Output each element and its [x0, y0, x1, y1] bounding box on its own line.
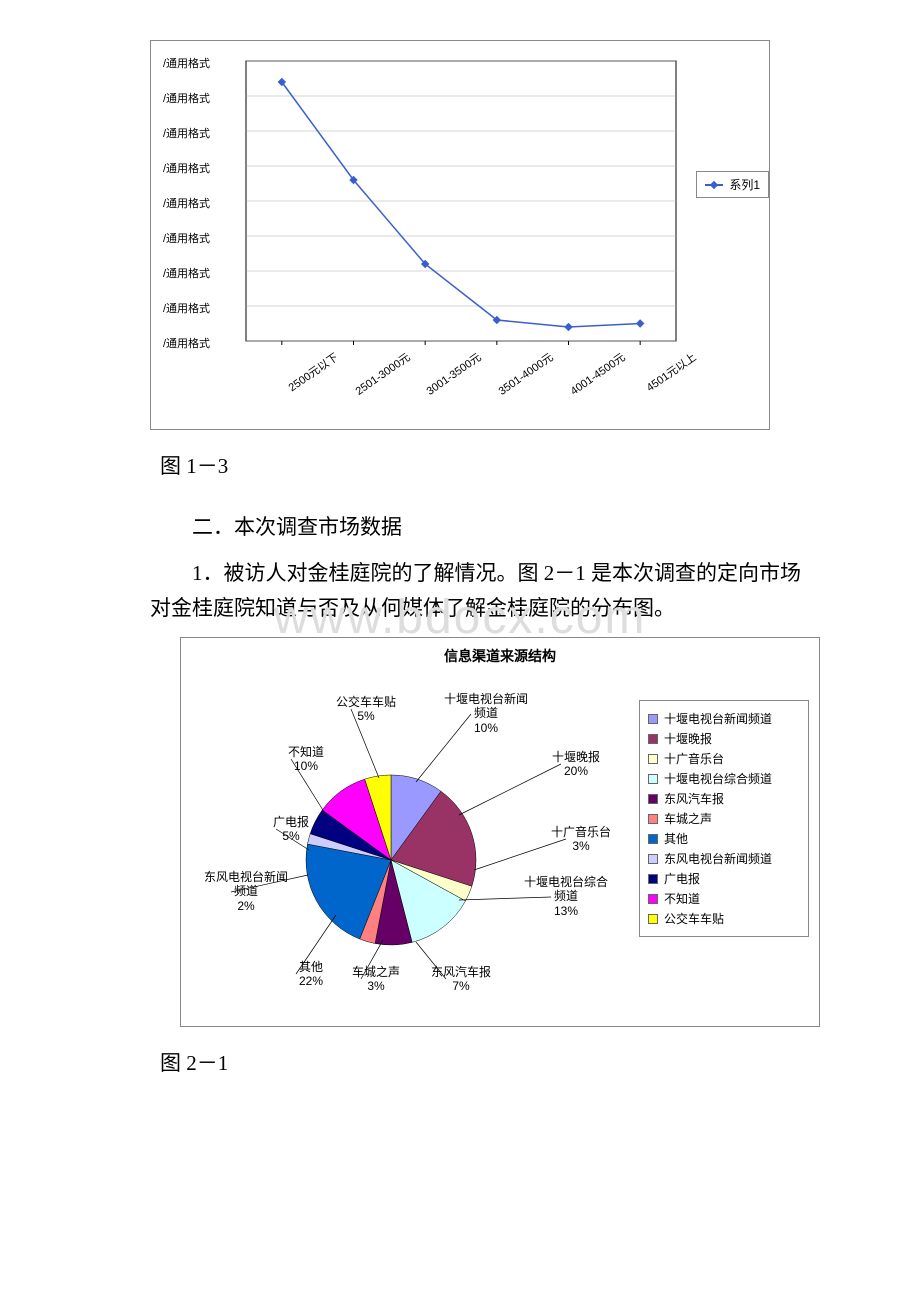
xlabel: 2500元以下 — [258, 349, 341, 414]
legend-item: 十堰晚报 — [648, 730, 800, 747]
line-chart-figure: /通用格式/通用格式/通用格式/通用格式/通用格式/通用格式/通用格式/通用格式… — [150, 40, 770, 430]
legend-item: 十广音乐台 — [648, 750, 800, 767]
legend-item: 十堰电视台综合频道 — [648, 770, 800, 787]
xlabel: 3001-3500元 — [401, 349, 484, 414]
legend-label: 不知道 — [664, 890, 700, 907]
ylabel: /通用格式 — [163, 55, 210, 71]
legend-swatch — [648, 834, 658, 844]
ylabel: /通用格式 — [163, 335, 210, 351]
pie-slice-label: 十广音乐台3% — [526, 825, 636, 854]
ylabel: /通用格式 — [163, 230, 210, 246]
pie-slice-label: 东风电视台新闻频道2% — [191, 870, 301, 913]
pie-slice-label: 十堰晚报20% — [521, 750, 631, 779]
legend-label: 广电报 — [664, 870, 700, 887]
legend-label: 东风电视台新闻频道 — [664, 850, 772, 867]
legend-item: 十堰电视台新闻频道 — [648, 710, 800, 727]
legend-label: 其他 — [664, 830, 688, 847]
xlabel: 4001-4500元 — [545, 349, 628, 414]
legend-line-marker — [705, 184, 723, 186]
legend-item: 车城之声 — [648, 810, 800, 827]
figure-2-1-caption: 图 2－1 — [160, 1047, 810, 1077]
ylabel: /通用格式 — [163, 125, 210, 141]
legend-label: 十堰电视台新闻频道 — [664, 710, 772, 727]
pie-chart-figure: 信息渠道来源结构 公交车车贴5% 十堰电视台新闻频道10% 十堰晚报20% 十广音乐台… — [180, 637, 820, 1027]
paragraph-1: 1．被访人对金桂庭院的了解情况。图 2－1 是本次调查的定向市场对金桂庭院知道与… — [150, 556, 810, 627]
ylabel: /通用格式 — [163, 160, 210, 176]
ylabel: /通用格式 — [163, 300, 210, 316]
ylabel: /通用格式 — [163, 195, 210, 211]
legend-label: 十堰晚报 — [664, 730, 712, 747]
legend-label: 公交车车贴 — [664, 910, 724, 927]
legend-swatch — [648, 774, 658, 784]
pie-slice-label: 广电报5% — [236, 815, 346, 844]
pie-chart-legend: 十堰电视台新闻频道十堰晚报十广音乐台十堰电视台综合频道东风汽车报车城之声其他东风… — [639, 700, 809, 937]
legend-label: 十堰电视台综合频道 — [664, 770, 772, 787]
legend-item: 不知道 — [648, 890, 800, 907]
pie-chart-title: 信息渠道来源结构 — [181, 638, 819, 670]
legend-swatch — [648, 754, 658, 764]
legend-item: 广电报 — [648, 870, 800, 887]
legend-item: 东风电视台新闻频道 — [648, 850, 800, 867]
ylabel: /通用格式 — [163, 265, 210, 281]
figure-1-3-caption: 图 1－3 — [160, 450, 810, 480]
pie-chart-area: 公交车车贴5% 十堰电视台新闻频道10% 十堰晚报20% 十广音乐台3% 十堰电视台综合… — [181, 670, 639, 1010]
legend-swatch — [648, 714, 658, 724]
legend-swatch — [648, 854, 658, 864]
legend-label: 东风汽车报 — [664, 790, 724, 807]
pie-slice-label: 不知道10% — [251, 745, 361, 774]
section-2-heading: 二．本次调查市场数据 — [150, 510, 810, 546]
legend-label: 车城之声 — [664, 810, 712, 827]
legend-swatch — [648, 894, 658, 904]
legend-swatch — [648, 914, 658, 924]
ylabel: /通用格式 — [163, 90, 210, 106]
legend-swatch — [648, 734, 658, 744]
pie-slice-label: 其他22% — [256, 960, 366, 989]
line-chart-legend: 系列1 — [696, 171, 769, 198]
legend-item: 其他 — [648, 830, 800, 847]
pie-slice-label: 十堰电视台综合频道13% — [511, 875, 621, 918]
legend-swatch — [648, 874, 658, 884]
legend-label: 十广音乐台 — [664, 750, 724, 767]
xlabel: 2501-3000元 — [330, 349, 413, 414]
line-chart-svg — [161, 51, 761, 351]
legend-item: 公交车车贴 — [648, 910, 800, 927]
legend-item: 东风汽车报 — [648, 790, 800, 807]
pie-slice-label: 十堰电视台新闻频道10% — [431, 692, 541, 735]
legend-swatch — [648, 794, 658, 804]
xlabel: 4501元以上 — [616, 349, 699, 414]
legend-series-label: 系列1 — [729, 176, 760, 193]
xlabel: 3501-4000元 — [473, 349, 556, 414]
legend-swatch — [648, 814, 658, 824]
pie-slice-label: 公交车车贴5% — [311, 695, 421, 724]
